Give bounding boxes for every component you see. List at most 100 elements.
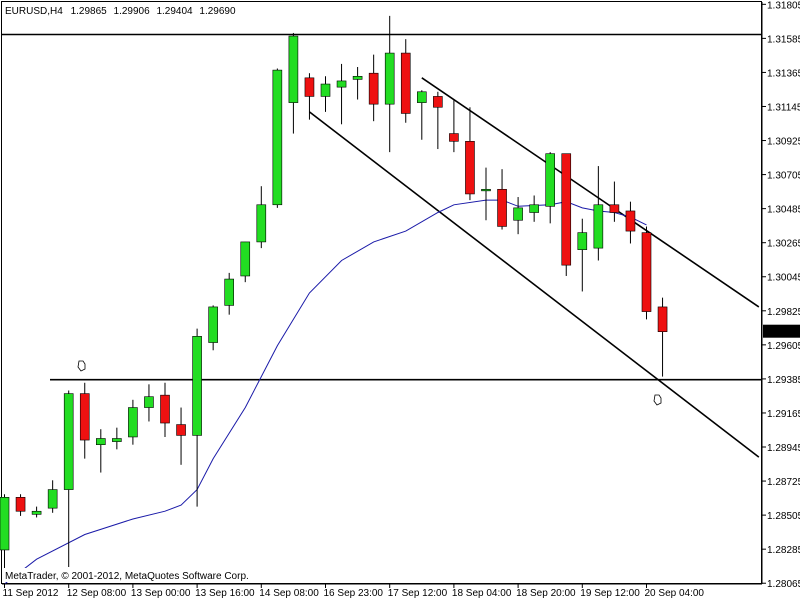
candle — [272, 68, 283, 208]
drawn-lines[interactable] — [2, 33, 762, 458]
current-price-label: 1.29690 — [766, 327, 800, 338]
candle-body-bull — [31, 510, 42, 515]
time-tick-label: 16 Sep 23:00 — [324, 588, 384, 599]
candle — [208, 305, 218, 351]
candle — [112, 427, 122, 450]
candle — [15, 494, 26, 516]
candle-body-bear — [79, 393, 90, 441]
price-tick-label: 1.30705 — [767, 171, 800, 182]
candle-body-bear — [641, 232, 652, 312]
candle-body-bull — [224, 278, 234, 306]
candle — [320, 76, 331, 112]
candle-body-bull — [577, 232, 588, 250]
header-background — [3, 4, 218, 17]
candle-body-bull — [208, 306, 218, 343]
candle — [288, 32, 299, 134]
candle-body-bear — [497, 188, 507, 227]
candle — [192, 328, 202, 507]
candle-body-bull — [529, 204, 539, 213]
trend-channel-line — [421, 77, 760, 308]
candle-body-bull — [96, 438, 106, 445]
candle-body-bear — [15, 497, 26, 512]
candles — [0, 15, 668, 569]
candle-body-bull — [192, 336, 202, 436]
candle — [96, 429, 106, 473]
price-tick-label: 1.29605 — [767, 341, 800, 352]
hand-cursor-icon — [653, 394, 662, 406]
footer-background — [3, 568, 278, 582]
candle-body-bear — [160, 394, 170, 424]
candle-body-bull — [240, 241, 251, 277]
candle-body-bear — [561, 153, 572, 266]
candle — [79, 382, 90, 459]
hand-cursor-icon — [77, 360, 86, 372]
candle-body-bear — [304, 77, 315, 97]
low-value: 1.29404 — [156, 6, 193, 17]
high-value: 1.29906 — [114, 6, 151, 17]
price-tick-label: 1.29385 — [767, 375, 800, 386]
time-tick-label: 12 Sep 08:00 — [67, 588, 127, 599]
price-tick-label: 1.31365 — [767, 68, 800, 79]
candle — [176, 407, 186, 465]
candle-body-bear — [176, 424, 186, 436]
candle — [416, 90, 427, 140]
candle — [63, 390, 74, 567]
time-tick-label: 13 Sep 00:00 — [131, 588, 191, 599]
candle — [128, 399, 138, 445]
candle — [400, 39, 411, 123]
candle-body-bull — [416, 91, 427, 103]
time-tick-label: 17 Sep 12:00 — [388, 588, 448, 599]
candle — [384, 15, 395, 153]
candle-body-bull — [320, 83, 331, 97]
candle — [513, 197, 523, 235]
candle-body-bear — [609, 204, 620, 213]
price-tick-label: 1.31145 — [767, 102, 800, 113]
time-tick-label: 13 Sep 16:00 — [195, 588, 255, 599]
price-tick-label: 1.28505 — [767, 511, 800, 522]
candle-body-bull — [144, 396, 154, 408]
candle — [31, 506, 42, 518]
candle — [304, 73, 315, 120]
candle — [545, 152, 556, 224]
candle-body-bull — [256, 204, 267, 243]
time-tick-label: 19 Sep 12:00 — [580, 588, 640, 599]
price-tick-label: 1.30925 — [767, 137, 800, 148]
candle — [657, 297, 668, 377]
header-text: EURUSD,H4 1.29865 1.29906 1.29404 1.2969… — [5, 6, 236, 17]
open-value: 1.29865 — [71, 6, 108, 17]
candle-body-bull — [384, 52, 395, 105]
candle-body-bull — [272, 69, 283, 206]
candle-body-bull — [545, 153, 556, 207]
candle-body-bull — [112, 438, 122, 442]
time-tick-label: 20 Sep 04:00 — [645, 588, 705, 599]
candle — [529, 195, 539, 222]
candle — [47, 480, 58, 513]
candle — [609, 181, 620, 222]
moving-average — [4, 199, 647, 585]
time-tick-label: 18 Sep 04:00 — [452, 588, 512, 599]
price-tick-label: 1.30265 — [767, 239, 800, 250]
time-tick-label: 11 Sep 2012 — [3, 588, 59, 599]
candle-body-bear — [657, 306, 668, 332]
candle — [625, 201, 636, 244]
price-tick-label: 1.31805 — [767, 0, 800, 11]
symbol-label: EURUSD,H4 — [5, 6, 63, 17]
price-tick-label: 1.28725 — [767, 477, 800, 488]
candle — [465, 107, 475, 201]
candle-body-bull — [481, 188, 491, 192]
price-tick-label: 1.30045 — [767, 273, 800, 284]
candle-body-bear — [400, 52, 411, 114]
candle-body-bear — [433, 96, 443, 108]
candle — [144, 384, 154, 422]
candle-body-bull — [288, 35, 299, 103]
ma-line — [4, 199, 647, 585]
candle — [224, 272, 234, 315]
cursor-shape — [77, 360, 86, 372]
candle-body-bear — [625, 210, 636, 232]
candle — [497, 169, 507, 230]
candle — [561, 153, 572, 276]
candle — [160, 382, 170, 437]
candle — [641, 226, 652, 320]
